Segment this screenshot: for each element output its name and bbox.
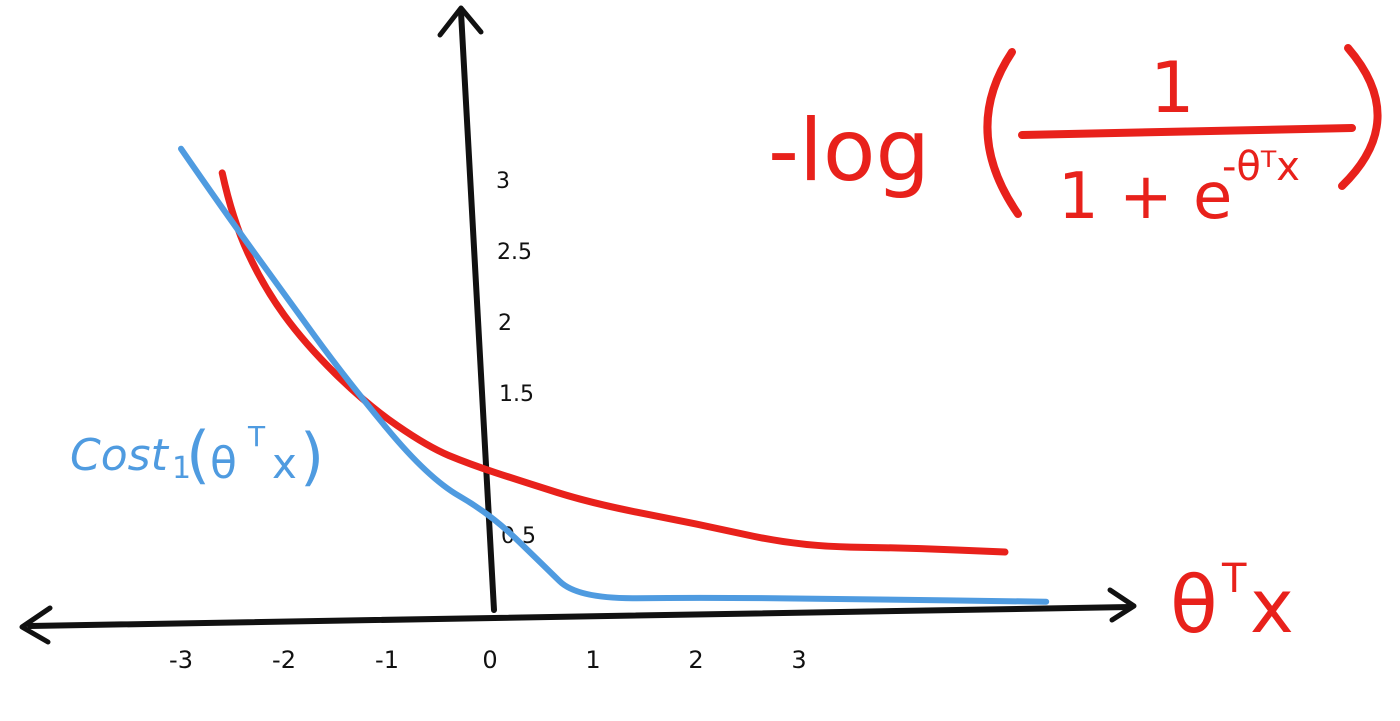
cost-open-paren: ( <box>186 418 210 491</box>
cost-subscript: 1 <box>172 451 191 486</box>
x-axis-sup: T <box>1221 556 1247 602</box>
x-axis-title: θ T x <box>1170 556 1294 651</box>
series-line-red-log <box>218 169 1009 556</box>
x-axis-right-arrow <box>1107 587 1137 623</box>
x-axis-theta: θ <box>1170 561 1218 651</box>
x-axis-var: x <box>1250 564 1294 650</box>
cost-close-paren: ) <box>300 420 324 493</box>
cost-name: Cost <box>70 430 170 481</box>
x-tick-label: 0 <box>482 646 497 674</box>
y-axis-top-arrow <box>437 5 484 38</box>
x-tick-labels: -3 -2 -1 0 1 2 3 <box>169 646 807 674</box>
y-tick-labels: 0.51.522.53 <box>496 169 536 549</box>
y-tick-label: 3 <box>496 169 510 194</box>
x-tick-label: 1 <box>585 646 600 674</box>
formula-left-paren <box>983 48 1022 218</box>
x-tick-label: -2 <box>272 646 296 674</box>
formula-denominator: 1 + e <box>1058 160 1232 234</box>
y-tick-label: 2 <box>498 311 512 336</box>
x-axis-left-arrow <box>19 605 53 645</box>
axes <box>19 5 1137 645</box>
x-tick-label: -3 <box>169 646 193 674</box>
x-tick-label: 2 <box>688 646 703 674</box>
x-tick-label: 3 <box>791 646 806 674</box>
y-tick-label: 2.5 <box>497 240 532 265</box>
formula-numerator: 1 <box>1150 47 1195 129</box>
formula-annotation: -log 1 1 + e -θᵀx <box>768 44 1382 234</box>
formula-right-paren <box>1338 44 1382 190</box>
x-axis-line <box>27 604 1133 629</box>
cost-annotation: Cost 1 ( θ T x ) <box>70 418 324 493</box>
formula-prefix: -log <box>768 101 930 201</box>
cost-theta-sup: T <box>247 420 266 453</box>
formula-exponent: -θᵀx <box>1222 144 1300 190</box>
y-tick-label: 1.5 <box>499 382 534 407</box>
series-line-blue-cost <box>178 145 1050 605</box>
x-tick-label: -1 <box>375 646 399 674</box>
series-lines <box>178 145 1050 605</box>
cost-theta: θ <box>210 438 237 489</box>
cost-x: x <box>272 439 297 488</box>
formula-fraction-bar <box>1018 124 1356 139</box>
y-axis-line <box>458 9 497 613</box>
